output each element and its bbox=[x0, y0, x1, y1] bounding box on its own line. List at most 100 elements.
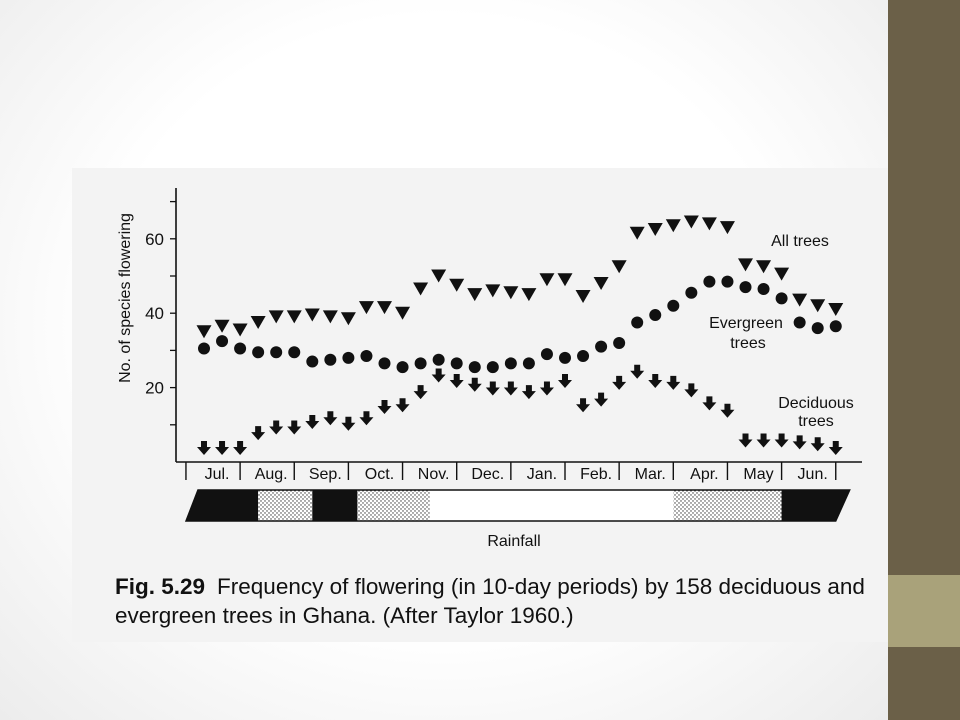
evergreen-point bbox=[775, 292, 788, 305]
deciduous-point bbox=[503, 381, 518, 396]
all-trees-point bbox=[792, 293, 808, 307]
evergreen-point bbox=[288, 346, 301, 359]
deciduous-point bbox=[810, 437, 825, 452]
all-trees-point bbox=[358, 301, 374, 315]
deciduous-point bbox=[684, 383, 699, 398]
chart-axes: 20 40 60 Jul. Aug. Sep. Oct. Nov. Dec. Jan. Feb. Ma… bbox=[145, 188, 862, 483]
x-tick-label-month: Dec. bbox=[471, 466, 504, 483]
all-trees-point bbox=[810, 299, 826, 313]
chart-marks bbox=[184, 215, 851, 522]
rainfall-segment-wet bbox=[781, 490, 850, 521]
all-trees-point bbox=[214, 319, 230, 333]
all-trees-point bbox=[413, 282, 429, 296]
deciduous-point bbox=[413, 385, 428, 400]
deciduous-point bbox=[215, 440, 230, 455]
deciduous-point bbox=[251, 426, 266, 441]
all-trees-point bbox=[738, 258, 753, 272]
evergreen-point bbox=[721, 275, 734, 288]
deciduous-point bbox=[359, 411, 374, 426]
x-tick-label-month: Aug. bbox=[255, 466, 288, 483]
all-trees-point bbox=[539, 273, 555, 287]
evergreen-point bbox=[360, 349, 373, 362]
deciduous-point bbox=[828, 440, 843, 455]
deciduous-point bbox=[720, 403, 735, 418]
x-tick-label-month: Mar. bbox=[635, 466, 666, 483]
deciduous-point bbox=[467, 377, 482, 392]
flowering-chart: 20 40 60 Jul. Aug. Sep. Oct. Nov. Dec. Jan. Feb. Ma… bbox=[117, 188, 862, 550]
y-tick-label: 40 bbox=[145, 304, 164, 323]
deciduous-point bbox=[377, 400, 392, 415]
figure-caption-text: Frequency of flowering (in 10-day period… bbox=[115, 574, 865, 628]
all-trees-point bbox=[611, 260, 627, 274]
all-trees-point bbox=[232, 323, 248, 337]
all-trees-point bbox=[629, 226, 645, 240]
evergreen-point bbox=[595, 340, 608, 353]
deciduous-point bbox=[792, 435, 807, 450]
deciduous-point bbox=[702, 396, 717, 411]
evergreen-point bbox=[577, 349, 590, 362]
deciduous-point bbox=[738, 433, 753, 448]
deciduous-point bbox=[197, 440, 211, 455]
all-trees-point bbox=[340, 312, 356, 326]
evergreen-point bbox=[793, 316, 806, 329]
series-label-evergreen-line2: trees bbox=[730, 335, 766, 352]
deciduous-point bbox=[323, 411, 338, 426]
x-tick-label-month: Sep. bbox=[309, 466, 342, 483]
rainfall-segment-moderate bbox=[258, 490, 313, 521]
deciduous-point bbox=[269, 420, 284, 435]
all-trees-point bbox=[304, 308, 320, 322]
evergreen-point bbox=[270, 346, 283, 359]
y-axis-label: No. of species flowering bbox=[117, 213, 134, 383]
deciduous-point bbox=[539, 381, 554, 396]
deciduous-point bbox=[558, 374, 572, 389]
all-trees-point bbox=[701, 217, 717, 231]
deciduous-point bbox=[485, 381, 500, 396]
evergreen-point bbox=[486, 361, 499, 374]
evergreen-point bbox=[378, 357, 391, 370]
x-tick-label-month: May bbox=[743, 466, 773, 483]
deciduous-point bbox=[630, 364, 645, 379]
evergreen-point bbox=[306, 355, 319, 368]
evergreen-point bbox=[342, 351, 355, 364]
evergreen-point bbox=[522, 357, 535, 370]
evergreen-point bbox=[559, 351, 571, 364]
x-tick-label-month: Feb. bbox=[580, 466, 612, 483]
series-label-deciduous-line1: Deciduous bbox=[778, 395, 854, 412]
evergreen-point bbox=[450, 357, 463, 370]
all-trees-point bbox=[719, 221, 735, 235]
all-trees-point bbox=[485, 284, 501, 298]
evergreen-point bbox=[324, 353, 337, 366]
all-trees-point bbox=[322, 310, 338, 324]
rainfall-segment-wet bbox=[312, 490, 358, 521]
evergreen-point bbox=[811, 322, 824, 335]
rainfall-bar-outline bbox=[184, 489, 851, 522]
deciduous-point bbox=[233, 440, 248, 455]
deciduous-point bbox=[666, 375, 681, 390]
all-trees-point bbox=[467, 288, 483, 302]
y-tick-label: 60 bbox=[145, 230, 164, 249]
evergreen-point bbox=[252, 346, 265, 359]
evergreen-point bbox=[540, 348, 553, 361]
evergreen-point bbox=[432, 353, 445, 366]
all-trees-point bbox=[503, 286, 519, 300]
x-tick-label-month: Nov. bbox=[418, 466, 450, 483]
all-trees-point bbox=[286, 310, 302, 324]
deciduous-point bbox=[576, 398, 591, 413]
chart-labels: No. of species flowering All trees Everg… bbox=[117, 213, 854, 550]
deciduous-point bbox=[449, 374, 464, 389]
evergreen-point bbox=[757, 283, 770, 296]
deciduous-point bbox=[395, 398, 410, 413]
evergreen-point bbox=[396, 361, 409, 374]
y-tick-label: 20 bbox=[145, 379, 164, 398]
all-trees-point bbox=[774, 267, 790, 281]
deciduous-point bbox=[612, 375, 627, 390]
x-tick-label-month: Jun. bbox=[798, 466, 828, 483]
x-tick-label-month: Jan. bbox=[527, 466, 557, 483]
all-trees-point bbox=[575, 289, 591, 303]
all-trees-point bbox=[196, 325, 212, 339]
evergreen-point bbox=[703, 275, 716, 288]
evergreen-point bbox=[414, 357, 427, 370]
evergreen-point bbox=[649, 309, 662, 322]
series-label-all-trees: All trees bbox=[771, 233, 829, 250]
deciduous-point bbox=[287, 420, 302, 435]
